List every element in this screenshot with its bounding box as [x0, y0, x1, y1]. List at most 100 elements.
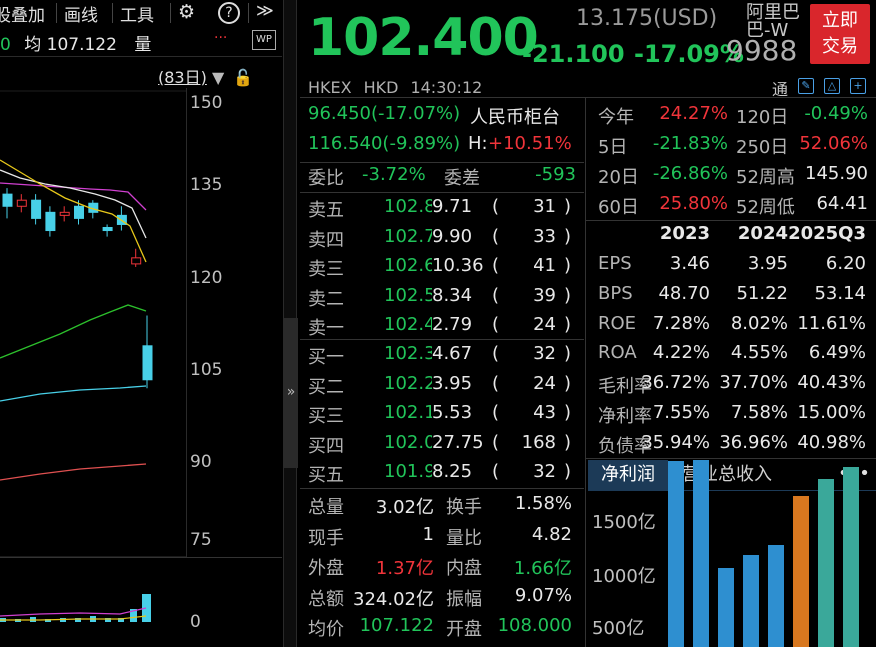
net-profit-bar[interactable] — [793, 495, 809, 647]
fin-value: 4.55% — [730, 342, 788, 364]
order-book-row[interactable]: 卖一 102.4 2.79 (24) — [308, 314, 576, 342]
paren-close: ) — [564, 402, 572, 423]
ma-line-cyan — [0, 385, 147, 402]
more-dots-icon[interactable]: ... — [214, 26, 228, 42]
edit-icon[interactable]: ✎ — [798, 78, 814, 94]
stat-label: 总量 — [308, 497, 344, 518]
fin-row: ROA 4.22% 4.55% 6.49% — [598, 342, 870, 370]
alert-bell-icon[interactable]: △ — [824, 78, 840, 94]
net-profit-bar[interactable] — [768, 544, 784, 647]
fin-label: 净利率 — [598, 406, 652, 427]
y-tick-label: 105 — [190, 360, 223, 380]
level-count: 24 — [533, 372, 556, 394]
stat-value: 3.02亿 — [375, 497, 434, 518]
stat-value: 4.82 — [531, 523, 572, 545]
order-book-row[interactable]: 买四 102.0 27.75 (168) — [308, 432, 576, 460]
stat-label: 振幅 — [446, 588, 482, 610]
level-price: 102.2 — [384, 372, 432, 394]
level-volume: 5.53 — [432, 402, 473, 423]
price-change-pct: -17.09% — [634, 40, 744, 68]
net-profit-bar[interactable] — [818, 479, 834, 647]
tab-net-profit[interactable]: 净利润 — [588, 460, 668, 490]
paren-open: ( — [492, 402, 500, 423]
ma-line-magenta — [0, 182, 147, 211]
net-profit-bar[interactable] — [693, 460, 709, 647]
level-count: 33 — [533, 225, 556, 247]
overlay-button[interactable]: 股叠加 — [0, 6, 45, 26]
net-profit-bar[interactable] — [668, 461, 684, 647]
stat-value: 1.58% — [514, 493, 572, 514]
draw-line-button[interactable]: 画线 — [64, 6, 98, 26]
wp-icon[interactable]: WP — [252, 30, 276, 50]
perf-value: 24.27% — [659, 103, 728, 124]
expand-more-icon[interactable]: ≫ — [256, 1, 274, 21]
fin-row: BPS 48.70 51.22 53.14 — [598, 283, 870, 311]
fin-row: ROE 7.28% 8.02% 11.61% — [598, 313, 870, 341]
fin-value: 7.28% — [652, 312, 710, 334]
fin-value: 3.95 — [747, 253, 788, 274]
stat-value: 107.122 — [359, 615, 434, 636]
fin-year-header: 2023 — [659, 223, 710, 244]
stat-row: 总量 3.02亿 换手 1.58% — [308, 493, 576, 521]
add-watchlist-icon[interactable]: + — [850, 78, 866, 94]
perf-value: 25.80% — [659, 193, 728, 214]
fin-value: 15.00% — [797, 402, 866, 423]
ah-premium-row: 116.540(-9.89%) H: +10.51% — [308, 133, 572, 154]
net-profit-bar[interactable] — [843, 466, 859, 647]
paren-open: ( — [492, 343, 500, 364]
fin-value: 37.70% — [719, 372, 788, 394]
fin-value: 4.22% — [652, 342, 710, 364]
ma-line-white — [0, 169, 147, 239]
fin-value: 48.70 — [658, 282, 710, 304]
fin-year-header: 2025Q3 — [788, 223, 866, 244]
performance-row: 5日 -21.83% 250日 52.06% — [598, 133, 870, 161]
trade-now-button[interactable]: 立即交易 — [810, 4, 870, 64]
level-price: 102.7 — [384, 225, 432, 247]
fin-row: EPS 3.46 3.95 6.20 — [598, 253, 870, 281]
gear-icon[interactable]: ⚙ — [178, 1, 196, 23]
order-book-row[interactable]: 买一 102.3 4.67 (32) — [308, 343, 576, 371]
y-tick-label: 135 — [190, 175, 223, 195]
level-volume: 9.71 — [432, 196, 473, 217]
net-profit-bar[interactable] — [718, 567, 734, 647]
net-profit-bar[interactable] — [743, 554, 759, 647]
level-count: 24 — [533, 314, 556, 335]
stat-value: 9.07% — [514, 584, 572, 606]
level-price: 102.1 — [384, 402, 432, 423]
order-book-row[interactable]: 买五 101.9 8.25 (32) — [308, 461, 576, 489]
paren-close: ) — [564, 284, 572, 306]
y-tick-label: 90 — [190, 452, 212, 472]
level-volume: 2.79 — [432, 314, 473, 335]
order-book-row[interactable]: 卖四 102.7 9.90 (33) — [308, 226, 576, 254]
help-icon[interactable]: ? — [218, 2, 240, 24]
bar-y-label: 1000亿 — [592, 566, 656, 587]
fin-label: 负债率 — [598, 435, 652, 457]
fin-label: 毛利率 — [598, 376, 652, 398]
lock-icon[interactable]: 🔓 — [233, 68, 254, 87]
fin-value: 7.55% — [652, 402, 710, 423]
level-count: 31 — [533, 196, 556, 217]
candle-body — [102, 227, 113, 232]
collapse-panel-button[interactable]: » — [284, 318, 298, 468]
fin-value: 6.20 — [825, 253, 866, 274]
paren-open: ( — [492, 431, 500, 453]
perf-label: 52周高 — [736, 167, 795, 188]
stat-label: 量比 — [446, 527, 482, 549]
kline-chart-panel[interactable]: 股叠加 画线 工具 ⚙ ? ≫ 0 均 107.122 量 ... WP (83… — [0, 0, 282, 647]
perf-label: 60日 — [598, 197, 639, 218]
order-book-row[interactable]: 买三 102.1 5.53 (43) — [308, 402, 576, 430]
level-price: 102.6 — [384, 255, 432, 276]
candlestick-chart[interactable] — [0, 88, 282, 647]
period-selector[interactable]: (83日) ▼ 🔓 — [158, 68, 254, 87]
order-book-row[interactable]: 卖二 102.5 8.34 (39) — [308, 285, 576, 313]
paren-close: ) — [564, 314, 572, 335]
order-book-row[interactable]: 卖三 102.6 10.36 (41) — [308, 255, 576, 283]
tools-button[interactable]: 工具 — [120, 6, 154, 26]
order-book-row[interactable]: 买二 102.2 3.95 (24) — [308, 373, 576, 401]
market-info: HKEX HKD 14:30:12 — [308, 78, 483, 97]
order-book-row[interactable]: 卖五 102.8 9.71 (31) — [308, 196, 576, 224]
stat-value: 1.37亿 — [375, 558, 434, 579]
stat-label: 均价 — [308, 619, 344, 640]
candle-body — [131, 257, 142, 265]
level-volume: 27.75 — [432, 431, 484, 453]
